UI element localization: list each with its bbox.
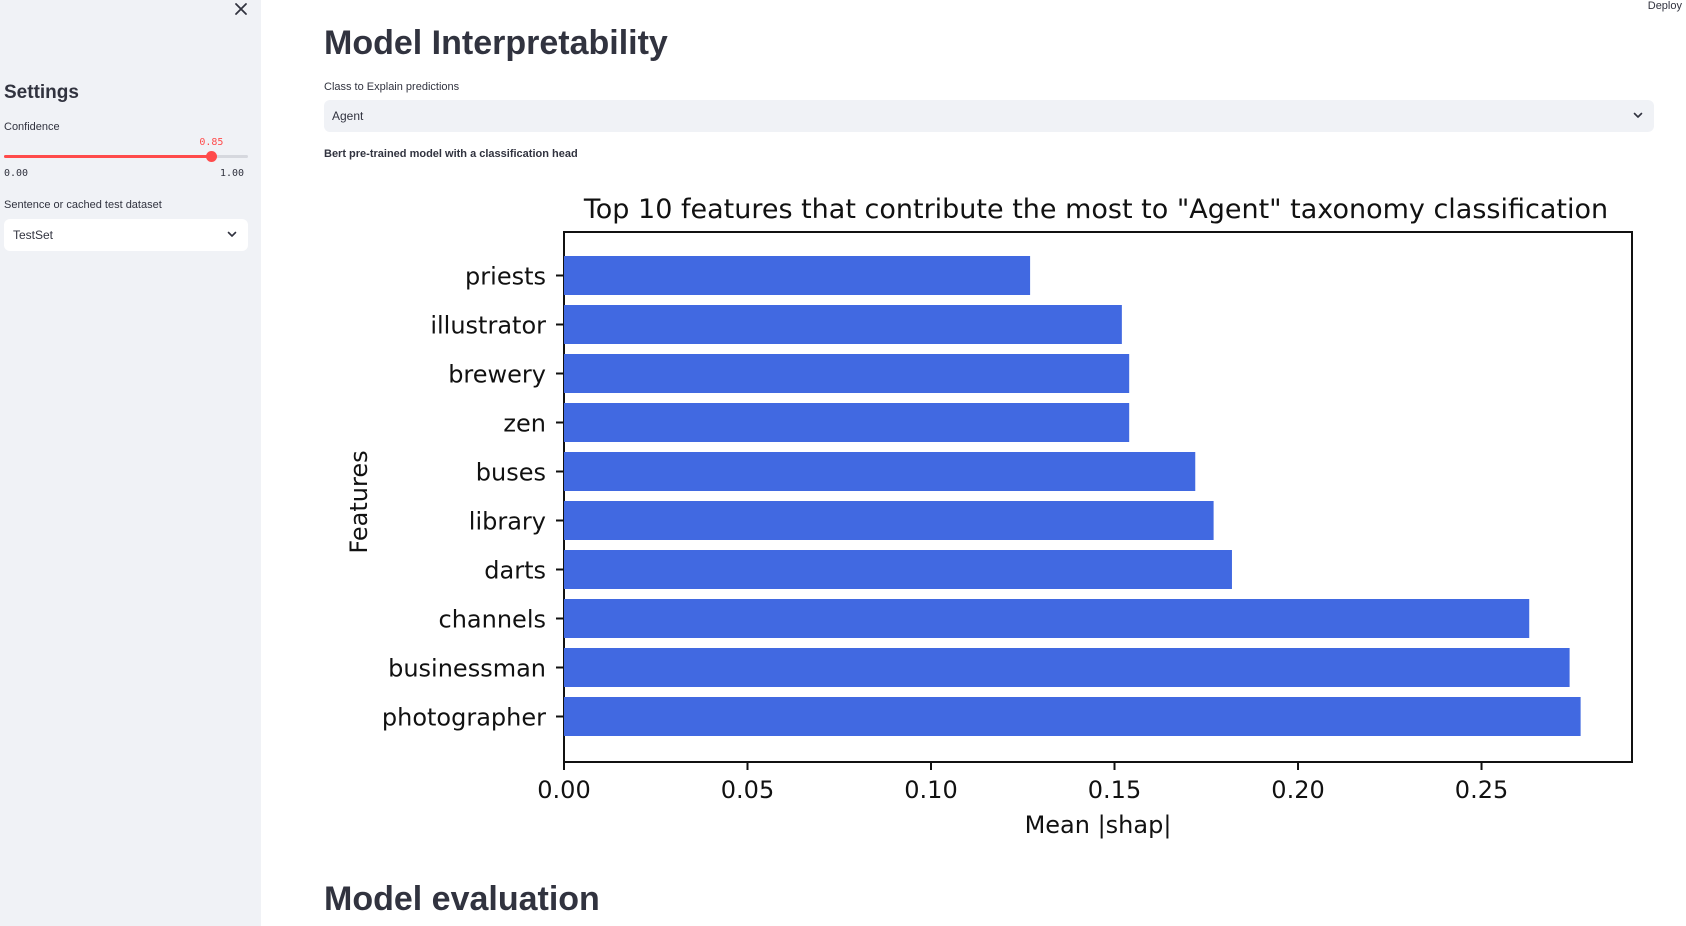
bar-channels — [564, 599, 1530, 638]
x-tick-label: 0.20 — [1271, 776, 1324, 804]
slider-min-label: 0.00 — [4, 168, 29, 179]
dataset-label: Sentence or cached test dataset — [4, 199, 162, 211]
y-tick-label: buses — [476, 459, 546, 487]
y-tick-label: channels — [439, 606, 546, 634]
x-axis-label: Mean |shap| — [1025, 811, 1172, 839]
page-title: Model Interpretability — [324, 24, 668, 62]
x-ticks: 0.00 0.05 0.10 0.15 0.20 0.25 — [537, 762, 1508, 804]
class-select-label: Class to Explain predictions — [324, 81, 460, 93]
x-tick-label: 0.10 — [904, 776, 957, 804]
y-tick-label: darts — [484, 557, 546, 585]
y-tick-label: library — [469, 508, 546, 536]
y-tick-label: zen — [503, 410, 546, 438]
y-tick-label: illustrator — [430, 312, 546, 340]
bars-group — [564, 256, 1581, 736]
slider-max-label: 1.00 — [220, 168, 245, 179]
sidebar: Settings Confidence 0.85 0.00 1.00 Sente… — [0, 0, 261, 926]
model-caption: Bert pre-trained model with a classifica… — [324, 148, 578, 160]
bar-priests — [564, 256, 1031, 295]
x-tick-label: 0.00 — [537, 776, 590, 804]
bar-businessman — [564, 648, 1570, 687]
slider-thumb[interactable] — [206, 151, 218, 162]
chevron-down-icon — [1633, 112, 1643, 118]
bar-darts — [564, 550, 1232, 589]
bar-brewery — [564, 354, 1130, 393]
confidence-slider[interactable] — [4, 151, 248, 162]
y-tick-label: brewery — [448, 361, 546, 389]
class-select-value: Agent — [332, 109, 364, 123]
chevron-down-icon — [227, 231, 237, 237]
dataset-select-value: TestSet — [13, 228, 54, 242]
bar-zen — [564, 403, 1130, 442]
chart-title: Top 10 features that contribute the most… — [583, 194, 1608, 225]
bar-photographer — [564, 697, 1581, 736]
y-tick-labels: priests illustrator brewery zen buses library… — [382, 263, 564, 732]
shap-bar-chart: Top 10 features that contribute the most… — [345, 194, 1633, 839]
section-title-evaluation: Model evaluation — [324, 880, 600, 918]
x-tick-label: 0.05 — [721, 776, 774, 804]
confidence-label: Confidence — [4, 121, 60, 133]
y-tick-label: priests — [465, 263, 546, 291]
close-icon[interactable] — [234, 2, 248, 16]
class-select[interactable]: Agent — [324, 100, 1654, 132]
deploy-button[interactable]: Deploy — [1647, 0, 1682, 12]
confidence-value: 0.85 — [199, 137, 224, 148]
slider-fill — [4, 155, 212, 158]
bar-buses — [564, 452, 1196, 491]
sidebar-title: Settings — [4, 82, 79, 103]
y-tick-label: photographer — [382, 704, 546, 732]
x-tick-label: 0.15 — [1088, 776, 1141, 804]
close-sidebar-button[interactable] — [230, 0, 252, 22]
y-axis-label: Features — [345, 450, 373, 553]
bar-library — [564, 501, 1214, 540]
y-tick-label: businessman — [388, 655, 546, 683]
dataset-select[interactable]: TestSet — [4, 219, 248, 251]
plot-frame — [563, 231, 1633, 763]
bar-illustrator — [564, 305, 1122, 344]
x-tick-label: 0.25 — [1455, 776, 1508, 804]
